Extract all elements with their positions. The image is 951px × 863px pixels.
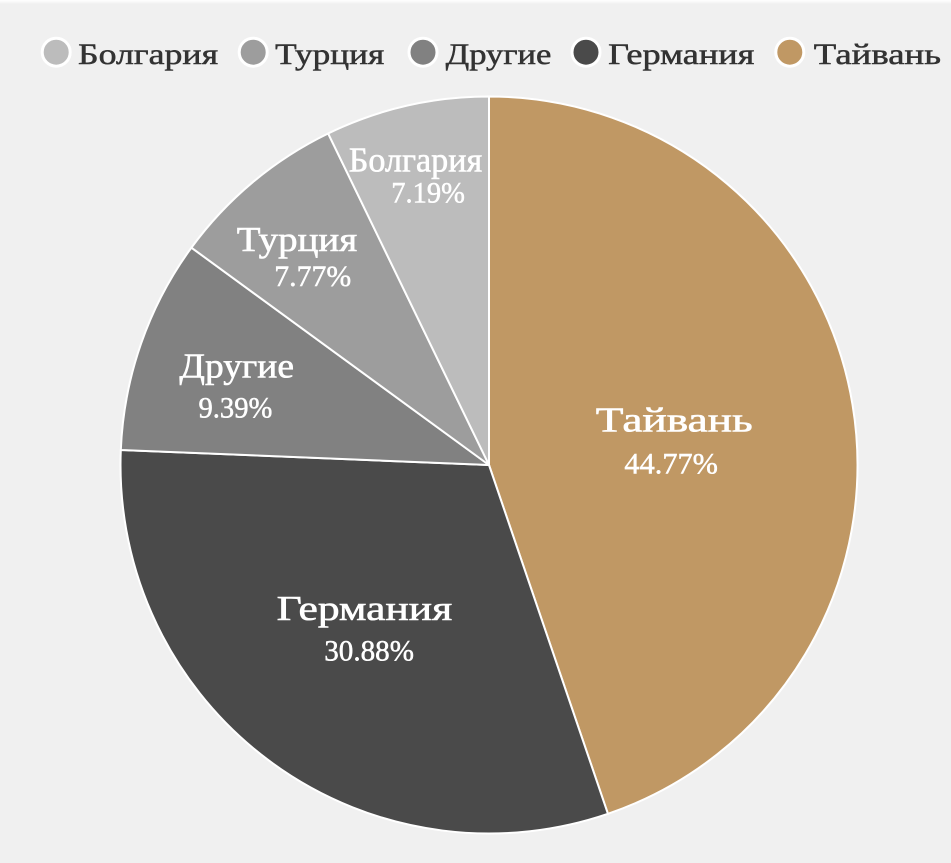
svg-text:Тайвань: Тайвань: [596, 401, 753, 440]
svg-text:Германия: Германия: [277, 589, 453, 628]
svg-text:Турция: Турция: [237, 220, 357, 259]
svg-text:Болгария: Болгария: [349, 141, 482, 180]
svg-text:44.77%: 44.77%: [624, 448, 718, 481]
svg-text:Болгария: Болгария: [78, 38, 218, 71]
svg-text:Тайвань: Тайвань: [814, 38, 941, 71]
svg-text:Германия: Германия: [608, 38, 754, 71]
svg-text:Турция: Турция: [275, 38, 384, 71]
svg-text:7.77%: 7.77%: [274, 260, 351, 293]
svg-text:9.39%: 9.39%: [198, 391, 272, 424]
svg-text:7.19%: 7.19%: [391, 177, 465, 210]
svg-text:Другие: Другие: [179, 346, 294, 385]
svg-text:30.88%: 30.88%: [324, 635, 414, 668]
svg-text:Другие: Другие: [446, 38, 552, 71]
